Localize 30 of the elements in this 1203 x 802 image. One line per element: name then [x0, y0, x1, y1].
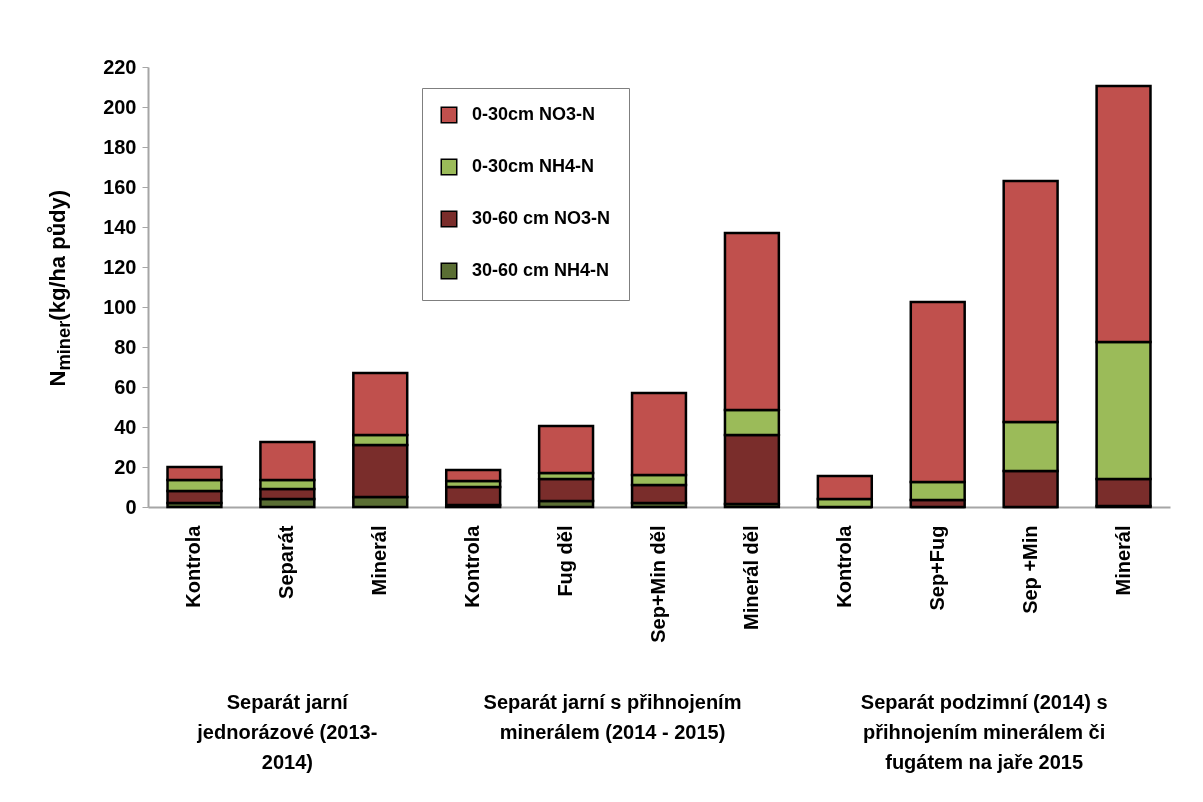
y-tick-label: 80: [114, 335, 137, 358]
x-tick-label: Kontrola: [832, 524, 855, 608]
y-tick-label: 40: [114, 415, 137, 438]
x-tick-label: Separát: [275, 525, 298, 599]
y-tick-label: 220: [103, 55, 137, 78]
legend-label: 30-60 cm NH4-N: [472, 260, 610, 280]
text: Separát jarní jednorázové (2013-2014): [196, 690, 379, 775]
legend-label: 0-30cm NO3-N: [472, 104, 596, 124]
x-tick-label: Sep+Min děl: [647, 525, 669, 643]
x-tick-label: Kontrola: [461, 524, 484, 608]
legend-label: 0-30cm NH4-N: [472, 156, 595, 176]
x-tick-label: Minerál děl: [739, 525, 762, 630]
x-tick-label: Sep+Fug: [925, 525, 948, 611]
x-tick-label: Minerál: [1111, 525, 1134, 596]
legend-label: 30-60 cm NO3-N: [472, 208, 611, 228]
y-tick-label: 140: [103, 215, 137, 238]
x-tick-label: Sep +Min: [1018, 525, 1041, 614]
x-tick-label: Kontrola: [182, 524, 205, 608]
text: Separát jarní s přihnojením minerálem (2014 - 2015): [482, 690, 743, 745]
y-tick-label: 160: [103, 175, 137, 198]
text: Separát podzimní (2014) s přihnojením minerálem či fugátem na jaře 2015: [859, 690, 1109, 775]
y-tick-label: 120: [103, 255, 137, 278]
x-tick-label: Fug děl: [554, 525, 577, 597]
y-tick-label: 60: [114, 375, 137, 398]
y-tick-label: 0: [125, 495, 137, 518]
x-tick-label: Minerál: [368, 525, 391, 596]
y-tick-label: 200: [103, 95, 137, 118]
y-tick-label: 20: [114, 455, 137, 478]
y-tick-label: 100: [103, 295, 137, 318]
y-tick-label: 180: [103, 135, 137, 158]
